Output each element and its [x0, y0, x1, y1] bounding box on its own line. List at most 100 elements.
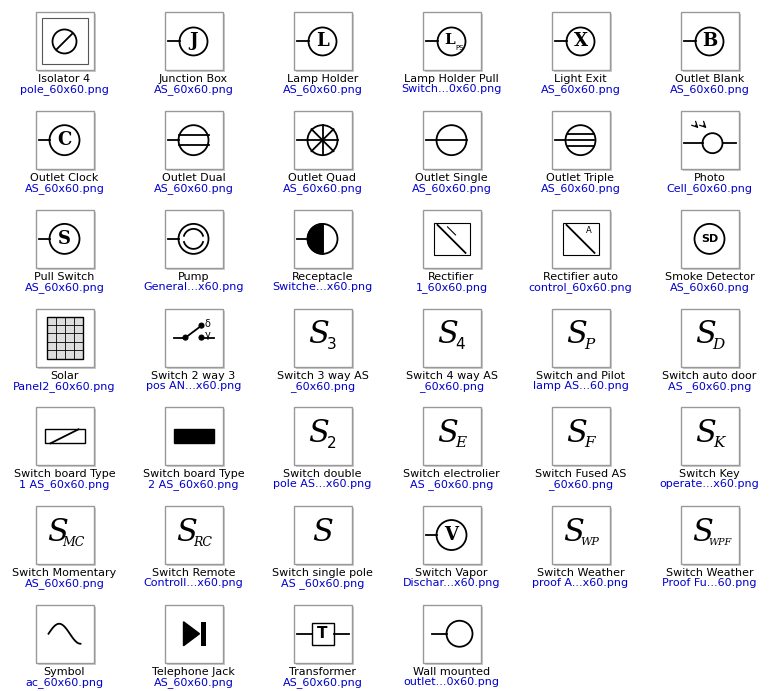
- Text: L: L: [316, 32, 329, 50]
- Bar: [36, 605, 94, 663]
- Bar: [165, 506, 222, 564]
- Circle shape: [437, 520, 467, 550]
- Text: pole AS...x60.png: pole AS...x60.png: [273, 480, 372, 489]
- Circle shape: [703, 133, 722, 153]
- Text: Switch electrolier: Switch electrolier: [403, 469, 500, 480]
- Bar: [552, 407, 609, 465]
- Bar: [424, 310, 482, 368]
- Circle shape: [180, 28, 207, 55]
- Bar: [683, 508, 741, 566]
- Text: _60x60.png: _60x60.png: [290, 381, 355, 392]
- Bar: [200, 622, 206, 646]
- Text: MC: MC: [63, 536, 84, 549]
- Text: 1_60x60.png: 1_60x60.png: [416, 282, 488, 293]
- Circle shape: [307, 224, 337, 254]
- Text: Smoke Detector: Smoke Detector: [665, 272, 755, 282]
- Text: Light Exit: Light Exit: [554, 75, 607, 84]
- Text: F: F: [584, 436, 594, 451]
- Text: S: S: [176, 517, 197, 547]
- Bar: [293, 12, 351, 70]
- Bar: [165, 407, 222, 465]
- Bar: [683, 310, 741, 368]
- Text: Panel2_60x60.png: Panel2_60x60.png: [13, 381, 116, 392]
- Circle shape: [567, 28, 594, 55]
- Text: _60x60.png: _60x60.png: [548, 480, 613, 490]
- Circle shape: [183, 335, 188, 340]
- Bar: [553, 15, 611, 73]
- Text: Switch board Type: Switch board Type: [142, 469, 245, 480]
- Bar: [36, 506, 94, 564]
- Bar: [166, 409, 224, 467]
- Text: S: S: [692, 517, 713, 547]
- Text: Switch Remote: Switch Remote: [152, 568, 235, 578]
- Bar: [37, 508, 95, 566]
- Bar: [680, 506, 738, 564]
- Text: lamp AS...60.png: lamp AS...60.png: [533, 381, 628, 390]
- Text: AS_60x60.png: AS_60x60.png: [540, 84, 621, 95]
- Bar: [37, 212, 95, 270]
- Text: Pump: Pump: [178, 272, 209, 282]
- Bar: [293, 506, 351, 564]
- Bar: [37, 409, 95, 467]
- Bar: [293, 605, 351, 663]
- Bar: [166, 607, 224, 665]
- Bar: [46, 316, 83, 359]
- Circle shape: [307, 125, 337, 155]
- Bar: [552, 309, 609, 367]
- Bar: [36, 210, 94, 268]
- Bar: [424, 508, 482, 566]
- Bar: [296, 607, 354, 665]
- Bar: [293, 210, 351, 268]
- Text: Proof Fu...60.png: Proof Fu...60.png: [663, 578, 757, 588]
- Text: S: S: [437, 418, 458, 449]
- Circle shape: [309, 28, 337, 55]
- Text: AS_60x60.png: AS_60x60.png: [283, 84, 362, 95]
- Polygon shape: [183, 622, 200, 646]
- Text: pole_60x60.png: pole_60x60.png: [20, 84, 109, 95]
- Bar: [680, 111, 738, 169]
- Bar: [423, 210, 481, 268]
- Bar: [563, 223, 598, 255]
- Bar: [553, 113, 611, 171]
- Text: Switch Weather: Switch Weather: [536, 568, 625, 578]
- Text: S: S: [58, 230, 71, 248]
- Text: Switch and Pilot: Switch and Pilot: [536, 370, 625, 381]
- Bar: [296, 310, 354, 368]
- Text: Rectifier: Rectifier: [428, 272, 474, 282]
- Bar: [423, 12, 481, 70]
- Text: B: B: [702, 32, 717, 50]
- Bar: [36, 407, 94, 465]
- Circle shape: [50, 224, 80, 254]
- Bar: [423, 605, 481, 663]
- Text: AS_60x60.png: AS_60x60.png: [540, 183, 621, 194]
- Circle shape: [566, 125, 595, 155]
- Circle shape: [199, 323, 204, 328]
- Bar: [680, 309, 738, 367]
- Bar: [165, 605, 222, 663]
- Text: Switch...0x60.png: Switch...0x60.png: [401, 84, 502, 95]
- Text: Outlet Dual: Outlet Dual: [162, 173, 225, 183]
- Text: 4: 4: [456, 337, 465, 352]
- Bar: [37, 113, 95, 171]
- Text: D: D: [712, 338, 724, 352]
- Bar: [311, 623, 334, 645]
- Bar: [36, 12, 94, 70]
- Bar: [680, 210, 738, 268]
- Text: Outlet Triple: Outlet Triple: [546, 173, 615, 183]
- Text: V: V: [444, 526, 458, 544]
- Text: proof A...x60.png: proof A...x60.png: [533, 578, 628, 588]
- Circle shape: [447, 621, 472, 647]
- Circle shape: [179, 224, 208, 254]
- Text: Switch double: Switch double: [283, 469, 361, 480]
- Bar: [680, 407, 738, 465]
- Text: 2 AS_60x60.png: 2 AS_60x60.png: [149, 480, 238, 490]
- Text: AS _60x60.png: AS _60x60.png: [281, 578, 365, 589]
- Bar: [424, 607, 482, 665]
- Bar: [44, 429, 84, 444]
- Text: Transformer: Transformer: [289, 667, 356, 676]
- Text: X: X: [574, 32, 587, 50]
- Text: operate...x60.png: operate...x60.png: [659, 480, 759, 489]
- Text: S: S: [566, 418, 587, 449]
- Text: Controll...x60.png: Controll...x60.png: [144, 578, 243, 588]
- Text: Solar: Solar: [50, 370, 79, 381]
